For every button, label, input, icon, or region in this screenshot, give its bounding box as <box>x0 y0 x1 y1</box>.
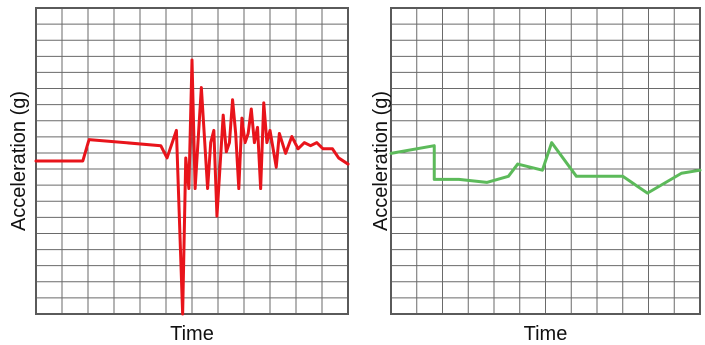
acceleration-series-right <box>389 141 702 195</box>
x-axis-title-left: Time <box>170 323 214 345</box>
chart-right: Time Acceleration (g) <box>370 7 702 345</box>
chart-left: Time Acceleration (g) <box>8 7 350 345</box>
y-axis-title-right: Acceleration (g) <box>370 91 392 231</box>
grid-right <box>391 8 700 314</box>
y-axis-title-left: Acceleration (g) <box>8 91 30 231</box>
acceleration-series-left <box>34 58 350 316</box>
x-axis-title-right: Time <box>524 323 568 345</box>
plot-frame-right <box>390 7 701 315</box>
